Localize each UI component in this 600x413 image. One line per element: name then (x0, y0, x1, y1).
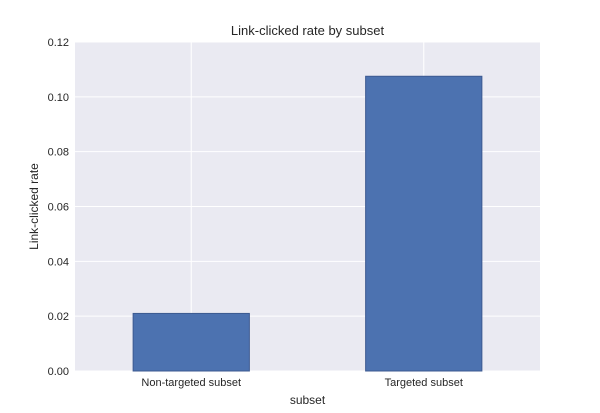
y-tick-label: 0.04 (48, 256, 69, 268)
x-tick-label: Non-targeted subset (141, 377, 241, 389)
y-tick-label: 0.02 (48, 311, 69, 323)
y-tick-label: 0.12 (48, 37, 69, 49)
x-axis-title: subset (290, 393, 326, 407)
bar-non-targeted-subset (132, 312, 250, 372)
y-tick-label: 0.06 (48, 202, 69, 214)
y-axis-title: Link-clicked rate (27, 163, 41, 250)
chart-title: Link-clicked rate by subset (231, 23, 385, 38)
y-tick-label: 0.10 (48, 92, 69, 104)
x-tick-label: Targeted subset (385, 377, 463, 389)
bars (132, 75, 483, 372)
bar-targeted-subset (365, 75, 483, 372)
y-tick-label: 0.08 (48, 147, 69, 159)
x-tick-labels: Non-targeted subset Targeted subset (141, 377, 462, 389)
y-tick-labels: 0.00 0.02 0.04 0.06 0.08 0.10 0.12 (48, 37, 69, 378)
y-tick-label: 0.00 (48, 366, 69, 378)
